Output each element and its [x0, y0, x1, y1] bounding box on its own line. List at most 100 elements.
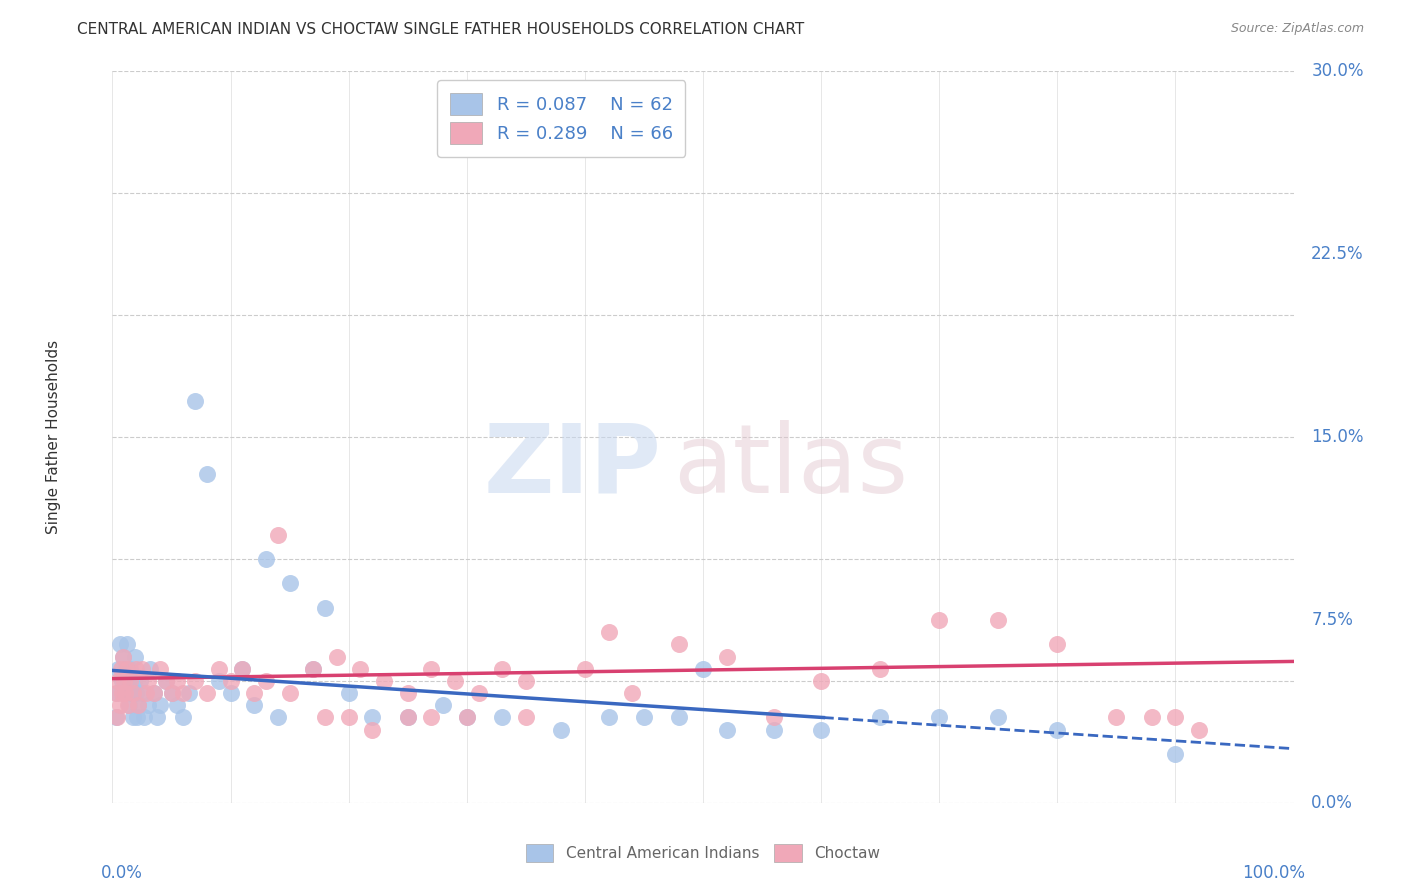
Text: 30.0%: 30.0% [1312, 62, 1364, 80]
Point [396, 710, 419, 724]
Point [267, 710, 290, 724]
Point [278, 576, 301, 591]
Point [361, 723, 384, 737]
Point [598, 710, 620, 724]
Point [1105, 710, 1128, 724]
Point [107, 662, 129, 676]
Point [136, 698, 159, 713]
Point [231, 662, 253, 676]
Point [254, 673, 277, 688]
Point [127, 698, 149, 713]
Point [120, 686, 142, 700]
Point [108, 698, 131, 713]
Point [574, 662, 596, 676]
Point [987, 613, 1010, 627]
Point [491, 710, 513, 724]
Point [1164, 710, 1187, 724]
Point [326, 649, 349, 664]
Point [195, 686, 218, 700]
Point [172, 686, 194, 700]
Point [267, 527, 290, 541]
Point [692, 662, 714, 676]
Point [128, 673, 150, 688]
Point [219, 686, 242, 700]
Point [124, 649, 146, 664]
Text: Source: ZipAtlas.com: Source: ZipAtlas.com [1230, 22, 1364, 36]
Text: 0.0%: 0.0% [1312, 794, 1353, 812]
Point [155, 673, 177, 688]
Point [114, 686, 136, 700]
Point [115, 637, 138, 651]
Point [515, 710, 537, 724]
Point [633, 710, 655, 724]
Text: 7.5%: 7.5% [1312, 611, 1353, 629]
Point [621, 686, 644, 700]
Point [869, 662, 891, 676]
Point [432, 698, 454, 713]
Point [105, 686, 128, 700]
Point [420, 710, 443, 724]
Point [668, 637, 690, 651]
Point [243, 686, 266, 700]
Text: 100.0%: 100.0% [1243, 863, 1305, 882]
Point [166, 673, 188, 688]
Point [1188, 723, 1211, 737]
Point [337, 686, 360, 700]
Point [928, 710, 950, 724]
Point [142, 686, 165, 700]
Point [112, 649, 135, 664]
Point [456, 710, 478, 724]
Point [716, 649, 738, 664]
Point [127, 698, 149, 713]
Point [160, 686, 183, 700]
Point [302, 662, 325, 676]
Text: CENTRAL AMERICAN INDIAN VS CHOCTAW SINGLE FATHER HOUSEHOLDS CORRELATION CHART: CENTRAL AMERICAN INDIAN VS CHOCTAW SINGL… [77, 22, 804, 37]
Point [114, 662, 136, 676]
Text: 15.0%: 15.0% [1312, 428, 1364, 446]
Point [716, 723, 738, 737]
Point [515, 673, 537, 688]
Point [491, 662, 513, 676]
Point [195, 467, 218, 481]
Point [155, 673, 177, 688]
Point [115, 662, 138, 676]
Point [166, 698, 188, 713]
Point [184, 393, 207, 408]
Point [243, 698, 266, 713]
Point [149, 662, 172, 676]
Point [105, 686, 128, 700]
Point [108, 637, 131, 651]
Point [869, 710, 891, 724]
Point [139, 662, 162, 676]
Point [1140, 710, 1163, 724]
Point [107, 673, 129, 688]
Point [208, 662, 231, 676]
Point [125, 662, 148, 676]
Point [149, 698, 172, 713]
Point [131, 662, 153, 676]
Point [121, 710, 143, 724]
Point [118, 698, 141, 713]
Point [420, 662, 443, 676]
Point [598, 625, 620, 640]
Point [1046, 723, 1069, 737]
Point [134, 710, 156, 724]
Point [120, 673, 142, 688]
Point [122, 673, 145, 688]
Point [467, 686, 489, 700]
Point [373, 673, 395, 688]
Point [349, 662, 371, 676]
Legend: Central American Indians, Choctaw: Central American Indians, Choctaw [520, 838, 886, 868]
Point [337, 710, 360, 724]
Point [117, 698, 139, 713]
Point [125, 686, 148, 700]
Point [1046, 637, 1069, 651]
Point [361, 710, 384, 724]
Point [172, 710, 194, 724]
Point [219, 673, 242, 688]
Text: 0.0%: 0.0% [101, 863, 142, 882]
Point [550, 125, 572, 139]
Point [314, 710, 336, 724]
Point [135, 686, 157, 700]
Point [444, 673, 467, 688]
